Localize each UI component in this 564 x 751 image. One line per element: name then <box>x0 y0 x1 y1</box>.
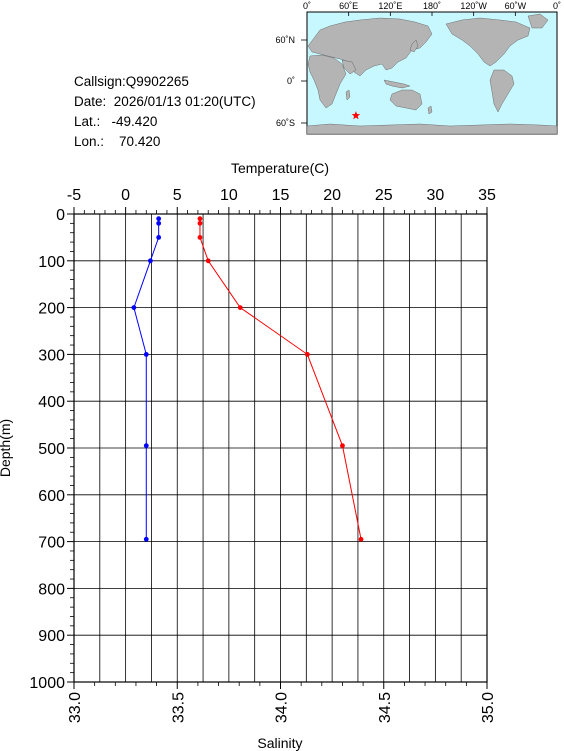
temperature-tick-label: 35 <box>478 187 496 204</box>
temperature-tick-label: -5 <box>67 187 81 204</box>
depth-tick-label: 800 <box>38 581 65 598</box>
temperature-data-point <box>197 216 203 222</box>
australia-landmass <box>389 89 423 111</box>
depth-tick-label: 900 <box>38 628 65 645</box>
lat-label: Lat.: <box>74 114 101 129</box>
depth-tick-label: 300 <box>38 347 65 364</box>
map-longitude-label: 120˚W <box>460 1 487 11</box>
depth-tick-label: 600 <box>38 488 65 505</box>
map-latitude-label: 60˚S <box>276 118 295 128</box>
salinity-tick-label: 33.0 <box>67 692 84 723</box>
salinity-data-point <box>156 216 162 222</box>
map-latitude-label: 60˚N <box>275 35 295 45</box>
map-longitude-label: 0˚ <box>553 1 561 11</box>
salinity-profile-line <box>133 218 160 540</box>
map-ticks <box>301 12 558 124</box>
salinity-data-point <box>148 258 153 264</box>
depth-tick-label: 700 <box>38 535 65 552</box>
temperature-data-point <box>340 443 345 449</box>
temperature-data-point <box>205 258 211 264</box>
madagascar-landmass <box>345 89 351 101</box>
temperature-data-point <box>237 305 243 310</box>
arabia-landmass <box>341 59 357 75</box>
temperature-tick-label: 0 <box>121 187 130 204</box>
salinity-tick-label: 34.0 <box>274 692 291 723</box>
lon-value: 70.420 <box>119 134 161 149</box>
eurasia-landmass <box>307 17 433 77</box>
map-longitude-label: 60˚W <box>505 1 527 11</box>
salinity-data-point <box>156 220 162 226</box>
japan-landmass <box>409 39 419 53</box>
map-longitude-label: 60˚E <box>339 1 358 11</box>
salinity-data-point <box>156 235 162 240</box>
station-marker-star <box>351 111 361 120</box>
callsign-row: Callsign:Q9902265 <box>74 72 256 92</box>
world-map: 0˚ 60˚E 120˚E 180˚ 120˚W 60˚W 0˚ 60˚N 0˚ 60˚S <box>275 1 561 135</box>
temperature-data-point <box>358 536 364 542</box>
south-america-landmass <box>489 69 515 113</box>
depth-axis-title: Depth(m) <box>0 419 13 477</box>
station-info: Callsign:Q9902265 Date: 2026/01/13 01:20… <box>74 72 256 152</box>
salinity-data-point <box>143 536 149 542</box>
depth-tick-label: 200 <box>38 301 65 318</box>
north-america-landmass <box>445 17 531 67</box>
lat-row: Lat.: -49.420 <box>74 112 256 132</box>
salinity-tick-label: 35.0 <box>480 692 497 723</box>
salinity-data-point <box>131 305 137 310</box>
depth-tick-label: 400 <box>38 394 65 411</box>
chart-series <box>131 216 364 542</box>
map-longitude-label: 0˚ <box>303 1 311 11</box>
map-land <box>306 13 558 135</box>
callsign-label: Callsign: <box>74 74 126 89</box>
lon-row: Lon.: 70.420 <box>74 132 256 152</box>
depth-axis: 0 100 200 300 400 500 600 700 800 900 1000 <box>29 207 74 692</box>
depth-tick-label: 500 <box>38 441 65 458</box>
salinity-data-point <box>143 352 149 357</box>
africa-landmass <box>307 54 347 109</box>
temperature-data-point <box>304 352 310 357</box>
indonesia-landmass <box>383 79 411 89</box>
temperature-axis: -5 0 5 10 15 20 25 30 35 <box>67 187 496 214</box>
map-latitude-label: 0˚ <box>287 76 295 86</box>
temperature-tick-label: 30 <box>426 187 444 204</box>
lat-value: -49.420 <box>111 114 158 129</box>
lon-label: Lon.: <box>74 134 105 149</box>
salinity-tick-label: 33.5 <box>170 692 187 723</box>
new-zealand-landmass <box>427 105 433 115</box>
date-label: Date: <box>74 94 107 109</box>
chart-grid <box>73 213 488 683</box>
greenland-landmass <box>527 13 549 29</box>
map-longitude-labels: 0˚ 60˚E 120˚E 180˚ 120˚W 60˚W 0˚ <box>303 1 561 11</box>
map-longitude-label: 120˚E <box>378 1 402 11</box>
temperature-tick-label: 5 <box>173 187 182 204</box>
callsign-value: Q9902265 <box>125 74 189 89</box>
temperature-tick-label: 25 <box>375 187 393 204</box>
depth-tick-label: 100 <box>38 254 65 271</box>
date-value: 2026/01/13 01:20(UTC) <box>113 94 256 109</box>
temperature-tick-label: 15 <box>272 187 290 204</box>
depth-tick-label: 0 <box>56 207 65 224</box>
map-latitude-labels: 60˚N 0˚ 60˚S <box>275 35 295 128</box>
temperature-tick-label: 10 <box>220 187 238 204</box>
temperature-data-point <box>197 220 203 226</box>
antarctica-landmass <box>306 123 558 135</box>
salinity-data-point <box>143 443 149 449</box>
salinity-tick-label: 34.5 <box>377 692 394 723</box>
salinity-axis: 33.0 33.5 34.0 34.5 35.0 <box>67 682 497 723</box>
temperature-axis-title: Temperature(C) <box>231 160 329 176</box>
map-longitude-label: 180˚ <box>423 1 441 11</box>
salinity-axis-title: Salinity <box>257 735 302 751</box>
temperature-tick-label: 20 <box>323 187 341 204</box>
depth-tick-label: 1000 <box>29 675 65 692</box>
temperature-data-point <box>197 235 203 240</box>
date-row: Date: 2026/01/13 01:20(UTC) <box>74 92 256 112</box>
